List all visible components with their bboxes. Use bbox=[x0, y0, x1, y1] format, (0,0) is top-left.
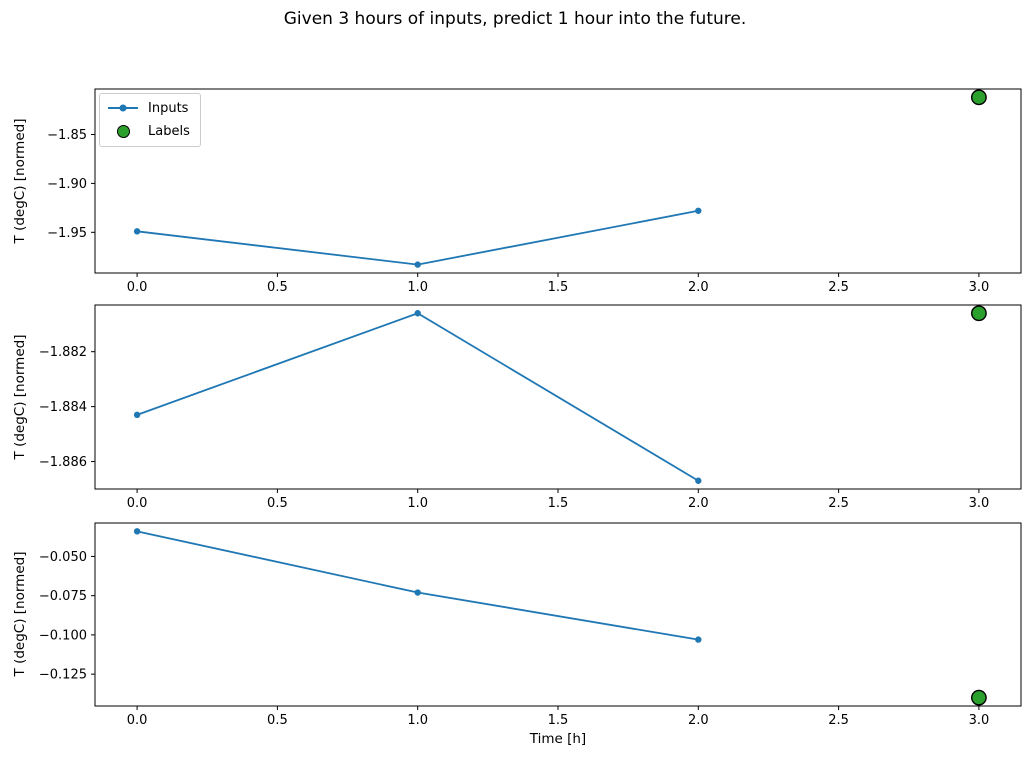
inputs-point-marker bbox=[695, 477, 702, 484]
legend-label-labels: Labels bbox=[148, 123, 190, 139]
x-tick-label: 1.0 bbox=[407, 496, 428, 511]
x-tick-label: 3.0 bbox=[969, 280, 990, 295]
inputs-line-dot-icon bbox=[108, 104, 138, 112]
y-tick-label: −1.884 bbox=[39, 400, 87, 415]
x-tick-label: 1.5 bbox=[548, 496, 569, 511]
inputs-point-marker bbox=[414, 261, 421, 268]
x-tick-label: 2.0 bbox=[688, 713, 709, 728]
x-tick-label: 0.5 bbox=[267, 280, 288, 295]
x-tick-label: 2.5 bbox=[828, 496, 849, 511]
legend-item-inputs: Inputs bbox=[108, 99, 190, 117]
y-tick-label: −1.95 bbox=[47, 226, 87, 241]
axes-frame-1 bbox=[94, 88, 1022, 274]
inputs-point-marker bbox=[133, 228, 141, 235]
x-tick-label: 2.5 bbox=[828, 713, 849, 728]
x-tick-label: 0.0 bbox=[127, 713, 148, 728]
inputs-point-marker bbox=[414, 589, 421, 596]
axes-frame-3 bbox=[94, 522, 1022, 707]
x-tick-label: 1.5 bbox=[548, 713, 569, 728]
y-tick-label: −1.90 bbox=[47, 177, 87, 192]
y-tick-label: −1.886 bbox=[39, 455, 87, 470]
y-tick-label: −1.882 bbox=[39, 345, 87, 360]
inputs-point-marker bbox=[414, 310, 421, 317]
legend-label-inputs: Inputs bbox=[148, 100, 189, 116]
x-tick-label: 3.0 bbox=[969, 496, 990, 511]
inputs-point-marker bbox=[133, 528, 141, 535]
inputs-point-marker bbox=[695, 207, 702, 214]
legend: Inputs Labels bbox=[99, 93, 201, 147]
x-tick-label: 1.5 bbox=[548, 280, 569, 295]
y-tick-label: −0.125 bbox=[39, 668, 87, 683]
labels-point bbox=[971, 689, 987, 706]
x-tick-label: 0.0 bbox=[127, 280, 148, 295]
x-tick-label: 1.0 bbox=[407, 713, 428, 728]
x-tick-label: 0.0 bbox=[127, 496, 148, 511]
x-tick-label: 2.0 bbox=[688, 280, 709, 295]
y-tick-label: −0.100 bbox=[39, 628, 87, 643]
x-tick-label: 3.0 bbox=[969, 713, 990, 728]
labels-point bbox=[971, 305, 987, 322]
legend-item-labels: Labels bbox=[108, 122, 190, 140]
inputs-point-marker bbox=[695, 636, 702, 643]
x-tick-label: 2.5 bbox=[828, 280, 849, 295]
x-tick-label: 1.0 bbox=[407, 280, 428, 295]
x-axis-label: Time [h] bbox=[529, 731, 587, 747]
x-tick-label: 0.5 bbox=[267, 496, 288, 511]
inputs-point-marker bbox=[133, 411, 141, 419]
inputs-line bbox=[136, 209, 699, 266]
x-tick-label: 0.5 bbox=[267, 713, 288, 728]
labels-point bbox=[971, 89, 987, 106]
labels-circle-icon bbox=[108, 124, 138, 138]
y-tick-label: −0.075 bbox=[39, 589, 87, 604]
inputs-line bbox=[136, 530, 699, 641]
x-tick-label: 2.0 bbox=[688, 496, 709, 511]
y-axis-label-subplot-3: T (degC) [normed] bbox=[12, 551, 28, 677]
inputs-line bbox=[136, 312, 699, 482]
y-tick-label: −0.050 bbox=[39, 550, 87, 565]
y-axis-label-subplot-1: T (degC) [normed] bbox=[12, 118, 28, 244]
figure-title: Given 3 hours of inputs, predict 1 hour … bbox=[283, 9, 747, 29]
y-axis-label-subplot-2: T (degC) [normed] bbox=[12, 334, 28, 460]
y-tick-label: −1.85 bbox=[47, 128, 87, 143]
